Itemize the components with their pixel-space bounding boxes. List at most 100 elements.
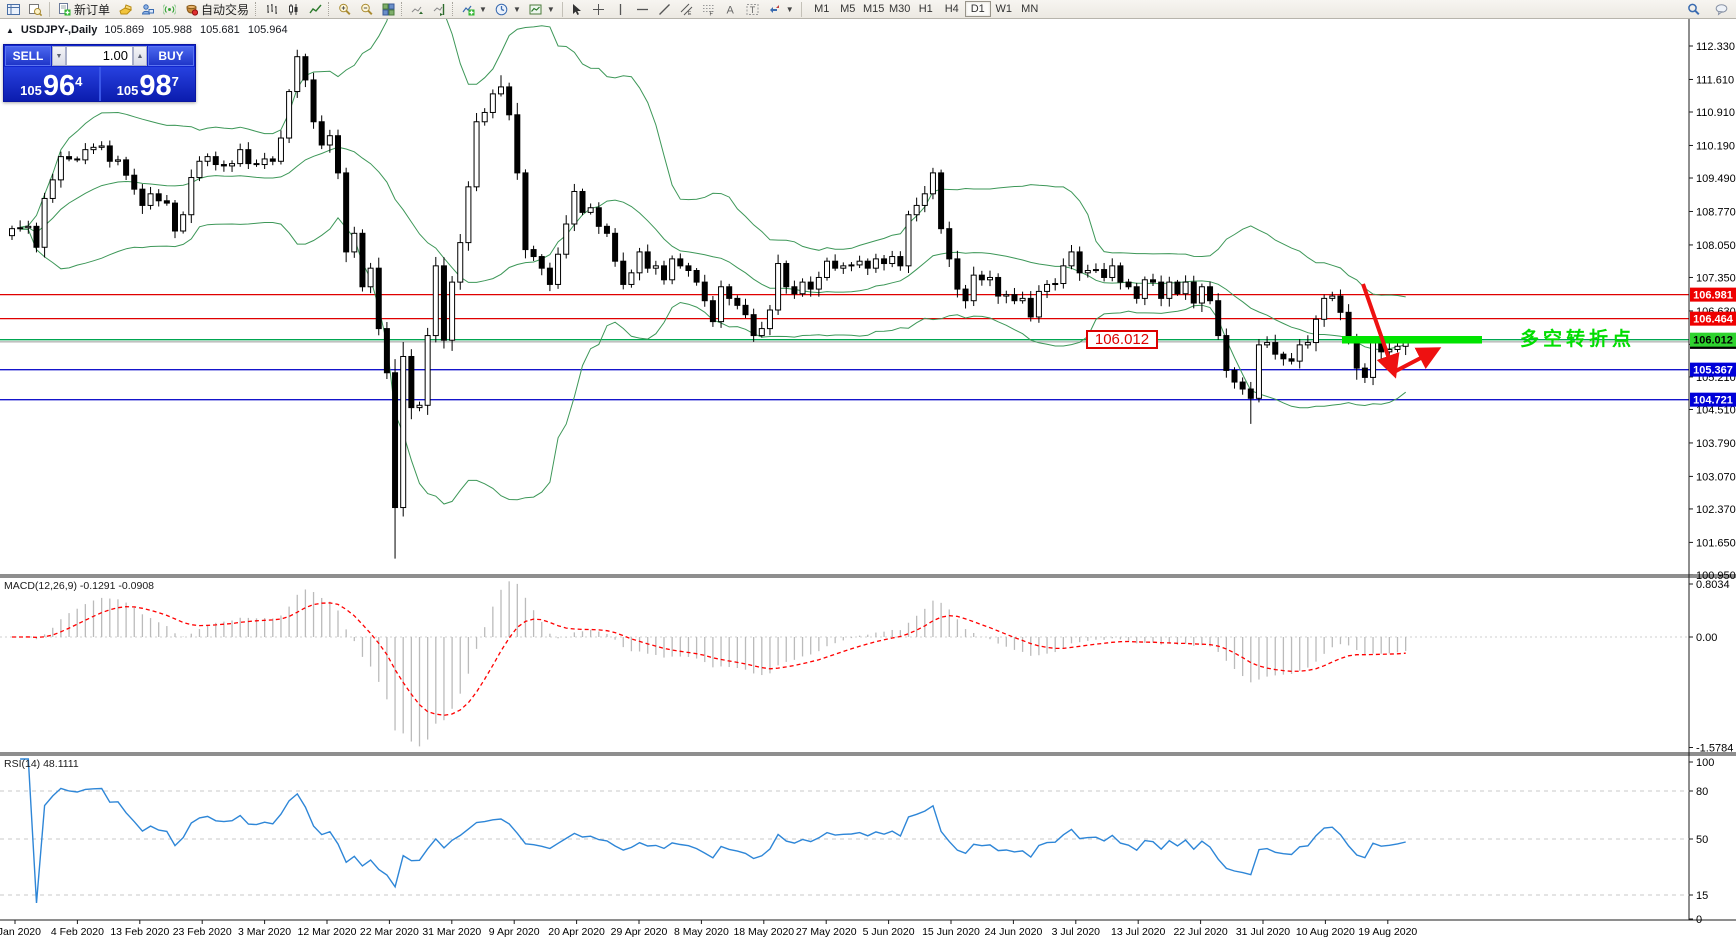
timeframe-button-M30[interactable]: M30 xyxy=(889,3,911,15)
periods-icon xyxy=(495,2,509,16)
price-badge-label: 104.721 xyxy=(1693,395,1733,407)
candlesticks xyxy=(9,49,1409,559)
text-label-icon: T xyxy=(746,2,760,16)
pane-frames xyxy=(0,19,1736,921)
templates-button[interactable]: ▼ xyxy=(525,1,559,18)
timeframe-button-MN[interactable]: MN xyxy=(1021,3,1039,15)
periods-button[interactable]: ▼ xyxy=(491,1,525,18)
timeframe-button-H1[interactable]: H1 xyxy=(918,3,933,15)
zoom-in-button[interactable] xyxy=(333,1,355,18)
rsi-axis: 100 80 50 15 0 xyxy=(1689,757,1714,926)
chart-shift-button[interactable] xyxy=(428,1,450,18)
sell-price-button[interactable]: 105 96 4 xyxy=(4,67,99,101)
line-chart-icon xyxy=(308,2,322,16)
timeframe-button-H4[interactable]: H4 xyxy=(944,3,959,15)
ohlc-values: 105.869 105.988 105.681 105.964 xyxy=(104,24,292,36)
zoom-out-button[interactable] xyxy=(355,1,377,18)
trendline-button[interactable] xyxy=(654,1,676,18)
rsi-tick-label: 50 xyxy=(1696,834,1708,846)
date-tick-label: 31 Mar 2020 xyxy=(422,926,481,938)
sell-button[interactable]: SELL xyxy=(5,46,51,66)
new-order-icon xyxy=(57,2,71,16)
price-badge xyxy=(1690,362,1736,377)
buy-price-button[interactable]: 105 98 7 xyxy=(98,67,195,101)
crosshair-icon xyxy=(592,2,606,16)
date-tick-label: 13 Jul 2020 xyxy=(1111,926,1165,938)
search-button[interactable] xyxy=(1682,1,1704,18)
date-tick-label: 4 Feb 2020 xyxy=(51,926,104,938)
date-tick-label: 3 Jul 2020 xyxy=(1052,926,1101,938)
candlestick-chart-button[interactable] xyxy=(282,1,304,18)
tile-windows-button[interactable] xyxy=(377,1,399,18)
collapse-icon[interactable]: ▲ xyxy=(6,25,14,35)
new-order-button[interactable]: 新订单 xyxy=(53,1,114,18)
date-tick-label: 13 Feb 2020 xyxy=(110,926,169,938)
arrows-button[interactable]: ▼ xyxy=(764,1,798,18)
timeframe-button-M5[interactable]: M5 xyxy=(840,3,856,15)
bar-chart-icon xyxy=(264,2,278,16)
volume-input[interactable]: 1.00 xyxy=(66,46,133,66)
price-level-annotation-box: 106.012 xyxy=(1086,330,1158,349)
expert-advisors-button[interactable] xyxy=(136,1,158,18)
date-axis: 6 Jan 2020 4 Feb 2020 13 Feb 2020 23 Feb 20… xyxy=(0,920,1417,938)
indicators-button[interactable]: ▼ xyxy=(457,1,491,18)
rsi-indicator-label: RSI(14) 48.1111 xyxy=(4,758,79,770)
autotrading-icon xyxy=(184,2,198,16)
chart-background xyxy=(0,19,1736,942)
metaeditor-button[interactable] xyxy=(114,1,136,18)
crosshair-button[interactable] xyxy=(588,1,610,18)
price-tick-label: 110.190 xyxy=(1696,140,1735,152)
volume-decrease-button[interactable]: ▼ xyxy=(52,46,66,66)
chart-shift-icon xyxy=(432,2,446,16)
chat-button[interactable] xyxy=(1710,1,1732,18)
date-tick-label: 10 Aug 2020 xyxy=(1296,926,1355,938)
low-value: 105.681 xyxy=(200,24,240,36)
auto-scroll-button[interactable] xyxy=(406,1,428,18)
price-tick-label: 109.490 xyxy=(1696,173,1736,185)
text-label-button[interactable]: T xyxy=(742,1,764,18)
bar-chart-button[interactable] xyxy=(260,1,282,18)
equidistant-channel-icon: E xyxy=(680,2,694,16)
date-tick-label: 24 Jun 2020 xyxy=(984,926,1042,938)
date-tick-label: 8 May 2020 xyxy=(674,926,729,938)
price-badge xyxy=(1690,311,1736,326)
signals-button[interactable] xyxy=(158,1,180,18)
fibonacci-button[interactable]: F xyxy=(698,1,720,18)
trend-arrows xyxy=(1361,283,1442,379)
rsi-tick-label: 15 xyxy=(1696,890,1708,902)
line-chart-button[interactable] xyxy=(304,1,326,18)
trade-panel-prices: 105 96 4 105 98 7 xyxy=(4,67,195,101)
arrows-caret-icon: ▼ xyxy=(785,4,794,14)
fibonacci-icon: F xyxy=(702,2,716,16)
timeframe-button-M15[interactable]: M15 xyxy=(863,3,885,15)
market-watch-button[interactable] xyxy=(2,1,24,18)
volume-increase-button[interactable]: ▲ xyxy=(133,46,147,66)
trendline-icon xyxy=(658,2,672,16)
macd-pane xyxy=(0,581,1689,747)
price-badge-label: 105.367 xyxy=(1693,365,1733,377)
date-tick-label: 3 Mar 2020 xyxy=(238,926,291,938)
date-tick-label: 20 Apr 2020 xyxy=(548,926,605,938)
text-button[interactable]: A xyxy=(720,1,742,18)
zoom-in-icon xyxy=(337,2,351,16)
indicators-caret-icon: ▼ xyxy=(479,4,487,14)
cursor-button[interactable] xyxy=(566,1,588,18)
date-tick-label: 5 Jun 2020 xyxy=(863,926,915,938)
templates-icon xyxy=(529,2,543,16)
auto-scroll-icon xyxy=(410,2,424,16)
vertical-line-button[interactable] xyxy=(610,1,632,18)
timeframe-button-D1[interactable]: D1 xyxy=(964,1,991,17)
price-tick-label: 101.650 xyxy=(1696,537,1736,549)
date-tick-label: 31 Jul 2020 xyxy=(1236,926,1290,938)
horizontal-line-button[interactable] xyxy=(632,1,654,18)
buy-button[interactable]: BUY xyxy=(148,46,194,66)
price-tick-label: 110.910 xyxy=(1696,107,1735,119)
timeframe-button-W1[interactable]: W1 xyxy=(995,3,1012,15)
metaeditor-icon xyxy=(118,2,132,16)
timeframe-button-M1[interactable]: M1 xyxy=(814,3,830,15)
autotrading-button[interactable]: 自动交易 xyxy=(180,1,253,18)
new-order-label: 新订单 xyxy=(74,2,111,17)
chart-preview-button[interactable] xyxy=(24,1,46,18)
equidistant-channel-button[interactable]: E xyxy=(676,1,698,18)
